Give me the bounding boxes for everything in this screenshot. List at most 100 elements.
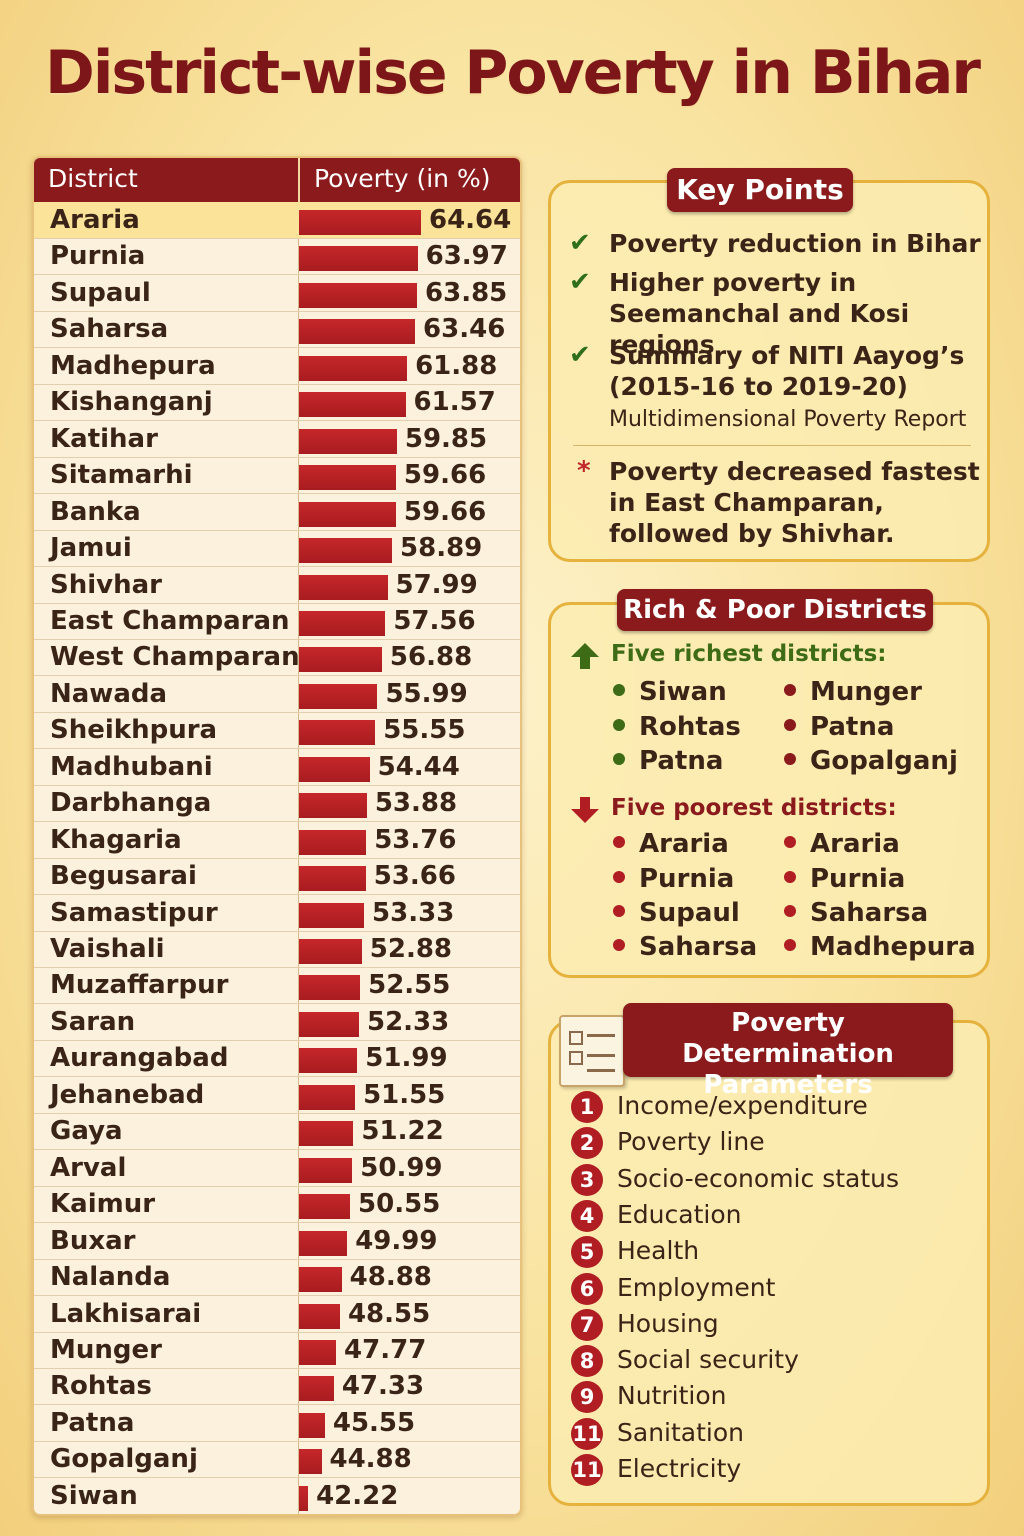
poorest-item: Purnia <box>784 864 905 894</box>
poverty-value-label: 47.33 <box>341 1371 425 1402</box>
poverty-bar <box>299 1303 340 1329</box>
poverty-bar <box>299 1230 348 1256</box>
table-row: Muzaffarpur 52.55 <box>34 967 520 1005</box>
poverty-value-label: 59.85 <box>404 423 488 454</box>
table-row: Begusarai 53.66 <box>34 858 520 896</box>
poverty-value-label: 59.66 <box>403 460 487 491</box>
table-row: Sitamarhi 59.66 <box>34 457 520 495</box>
rich-poor-title: Rich & Poor Districts <box>617 589 933 631</box>
poverty-bar <box>299 355 408 381</box>
poverty-bar <box>299 465 396 491</box>
poverty-bar <box>299 538 393 564</box>
poverty-bar <box>299 1011 359 1037</box>
parameter-label: Nutrition <box>617 1381 727 1411</box>
poverty-value-label: 61.88 <box>415 350 498 381</box>
district-name: Khagaria <box>50 824 182 855</box>
key-point-item: ✔ Higher poverty in Seemanchal and Kosi … <box>569 267 910 359</box>
district-name: Madhepura <box>50 350 216 381</box>
district-name: Purnia <box>50 241 146 272</box>
table-row: Nawada 55.99 <box>34 676 520 713</box>
district-name: Araria <box>50 205 140 235</box>
table-row: Rohtas 47.33 <box>34 1368 520 1406</box>
key-points-title: Key Points <box>667 168 853 212</box>
poverty-bar <box>299 793 367 819</box>
number-badge: 1 <box>571 1091 603 1123</box>
district-name: Siwan <box>50 1480 138 1511</box>
richest-item: Gopalganj <box>784 746 958 776</box>
poverty-value-label: 44.88 <box>329 1444 412 1475</box>
poverty-value-label: 54.44 <box>377 751 460 782</box>
poorest-item: Saharsa <box>613 932 757 962</box>
poverty-bar <box>299 683 378 709</box>
richest-item: Munger <box>784 677 922 707</box>
poverty-bar <box>299 210 421 235</box>
number-badge: 2 <box>571 1127 603 1160</box>
poorest-item: Araria <box>784 829 900 859</box>
district-name: Nalanda <box>50 1262 171 1293</box>
poverty-bar <box>299 902 365 928</box>
parameters-panel: Poverty Determination Parameters 1 Income… <box>548 1003 990 1506</box>
district-name: Muzaffarpur <box>50 970 229 1001</box>
poverty-value-label: 61.57 <box>413 387 496 418</box>
poverty-value-label: 59.66 <box>403 496 487 527</box>
table-row: Vaishali 52.88 <box>34 931 520 968</box>
poverty-value-label: 57.56 <box>393 605 476 636</box>
poverty-bar <box>299 866 366 892</box>
poverty-bar <box>299 1412 325 1438</box>
district-name: West Champaran <box>50 642 300 673</box>
poverty-value-label: 53.88 <box>374 788 458 819</box>
arrow-up-icon-stem <box>580 657 590 669</box>
poverty-value-label: 63.97 <box>425 241 508 272</box>
table-row: Shivhar 57.99 <box>34 567 520 604</box>
poverty-bar <box>299 1267 342 1293</box>
richest-item: Siwan <box>613 677 727 707</box>
poverty-bar <box>299 1449 322 1475</box>
parameter-label: Education <box>617 1199 742 1229</box>
check-icon: ✔ <box>569 340 591 370</box>
poverty-bar <box>299 392 406 418</box>
poverty-value-label: 51.55 <box>363 1079 446 1110</box>
parameter-label: Sanitation <box>617 1417 744 1447</box>
district-name: Rohtas <box>50 1371 152 1402</box>
poverty-table: District Poverty (in %) Araria 64.64 Purni… <box>32 156 522 1516</box>
check-icon: ✔ <box>569 267 591 297</box>
poverty-bar <box>299 246 418 272</box>
poverty-value-label: 49.99 <box>355 1225 438 1256</box>
district-name: Madhubani <box>50 751 213 782</box>
poverty-bar <box>299 319 416 345</box>
poverty-bar <box>299 939 362 964</box>
poverty-value-label: 42.22 <box>316 1480 399 1511</box>
key-point-item: * Poverty decreased fastest in East Cham… <box>577 456 980 548</box>
table-row: Patna 45.55 <box>34 1405 520 1442</box>
poverty-value-label: 50.55 <box>358 1189 441 1220</box>
poverty-bar <box>299 574 388 600</box>
parameter-label: Income/expenditure <box>617 1091 868 1120</box>
district-name: Nawada <box>50 678 168 709</box>
poverty-bar <box>299 282 418 308</box>
poverty-bar <box>299 829 367 855</box>
parameter-label: Employment <box>617 1272 776 1302</box>
poverty-bar <box>299 756 370 782</box>
table-row: Araria 64.64 <box>34 202 520 239</box>
poverty-bar <box>299 1121 354 1147</box>
check-icon: ✔ <box>569 228 591 258</box>
table-row: East Champaran 57.56 <box>34 603 520 640</box>
table-row: Kaimur 50.55 <box>34 1186 520 1224</box>
district-name: Munger <box>50 1334 162 1365</box>
poverty-bar <box>299 1194 351 1220</box>
poorest-item: Supaul <box>613 898 740 928</box>
district-name: Aurangabad <box>50 1043 229 1074</box>
table-row: Kishanganj 61.57 <box>34 384 520 422</box>
district-name: Jehanebad <box>50 1079 205 1110</box>
table-row: Khagaria 53.76 <box>34 822 520 859</box>
table-header: District Poverty (in %) <box>34 158 520 202</box>
parameters-title: Poverty Determination Parameters <box>623 1003 953 1100</box>
poverty-bar <box>299 610 386 636</box>
poverty-value-label: 63.85 <box>425 277 508 308</box>
district-name: Kaimur <box>50 1189 156 1220</box>
district-name: Supaul <box>50 277 151 308</box>
key-points-panel: Key Points ✔ Poverty reduction in Bihar … <box>548 168 990 562</box>
table-row: Gopalganj 44.88 <box>34 1441 520 1479</box>
table-row: Purnia 63.97 <box>34 238 520 276</box>
number-badge: 3 <box>571 1163 603 1196</box>
